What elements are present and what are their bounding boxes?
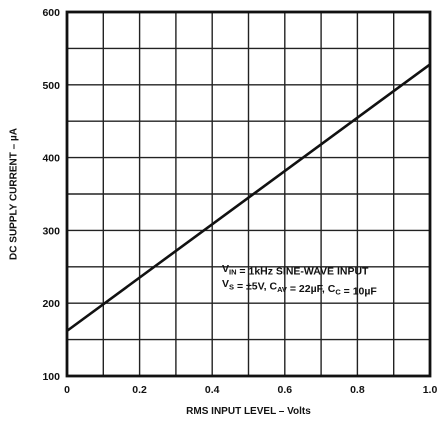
plot-frame xyxy=(65,10,432,378)
x-tick-label: 0 xyxy=(64,384,70,396)
x-axis-title: RMS INPUT LEVEL – Volts xyxy=(186,406,311,417)
plot-border xyxy=(65,10,432,378)
y-tick-label: 500 xyxy=(42,80,60,92)
x-tick-label: 0.6 xyxy=(277,384,292,396)
x-tick-label: 0.2 xyxy=(132,384,147,396)
chart-series xyxy=(66,63,431,332)
annotation-line-1: VS = ±5V, CAV = 22µF, CC = 10µF xyxy=(222,278,377,298)
chart-grid xyxy=(67,12,430,376)
x-tick-label: 0.8 xyxy=(350,384,365,396)
y-tick-label: 300 xyxy=(42,225,60,237)
series-line-0 xyxy=(66,63,431,332)
x-tick-label: 1.0 xyxy=(423,384,438,396)
y-tick-label: 200 xyxy=(42,298,60,310)
annotation-line-0: VIN = 1kHz SINE-WAVE INPUT xyxy=(222,263,369,278)
y-tick-label: 100 xyxy=(42,371,60,383)
x-tick-label: 0.4 xyxy=(205,384,220,396)
tick-labels: 0 0.2 0.4 0.6 0.8 1.0 100 200 300 400 500 600 xyxy=(42,7,437,396)
y-tick-label: 400 xyxy=(42,153,60,165)
y-axis-title: DC SUPPLY CURRENT – µA xyxy=(9,128,20,260)
y-tick-label: 600 xyxy=(42,7,60,19)
